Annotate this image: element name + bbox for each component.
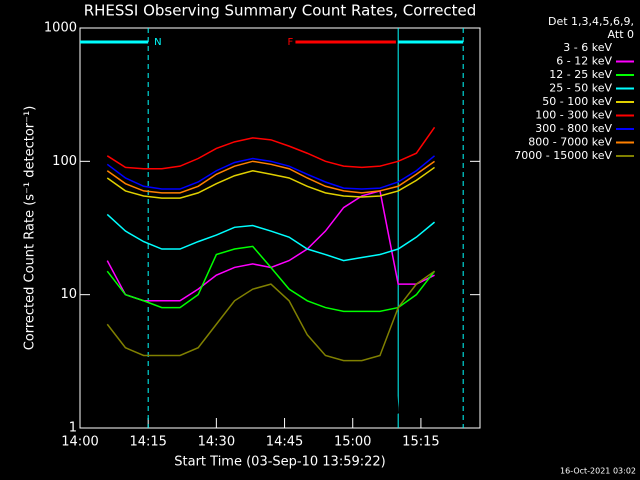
x-tick-label: 14:45 [266, 435, 303, 450]
legend-label: 50 - 100 keV [542, 95, 612, 108]
series-line [106, 126, 436, 170]
series-line [106, 160, 435, 194]
legend-label: 6 - 12 keV [556, 55, 612, 68]
y-axis-label: Corrected Count Rate (s⁻¹ detector⁻¹) [23, 106, 38, 351]
legend-label: 12 - 25 keV [549, 68, 612, 81]
x-tick-label: 15:15 [402, 435, 439, 450]
x-axis-label: Start Time (03-Sep-10 13:59:22) [174, 455, 385, 470]
flag-label: N [154, 37, 161, 48]
legend-header: Att 0 [608, 28, 634, 41]
x-tick-label: 15:00 [334, 435, 371, 450]
footer: 16-Oct-2021 03:02 [560, 467, 636, 476]
series-line [106, 213, 436, 262]
series-line [106, 245, 436, 313]
x-tick-label: 14:15 [129, 435, 166, 450]
legend-label: 7000 - 15000 keV [514, 149, 612, 162]
y-tick-label: 1000 [44, 21, 77, 36]
y-tick-label: 1 [69, 421, 77, 436]
series-line [215, 194, 436, 418]
legend-label: 800 - 7000 keV [528, 136, 612, 149]
plot-frame [79, 27, 481, 429]
series-line [106, 155, 436, 190]
legend-header: Det 1,3,4,5,6,9, [548, 15, 634, 28]
chart-title: RHESSI Observing Summary Count Rates, Co… [84, 2, 477, 20]
y-tick-label: 100 [52, 154, 77, 169]
legend-label: 100 - 300 keV [535, 109, 612, 122]
legend-label: 3 - 6 keV [563, 41, 612, 54]
flag-label: F [287, 37, 293, 48]
y-tick-label: 10 [60, 287, 77, 302]
series-line [106, 270, 435, 362]
x-tick-label: 14:00 [61, 435, 98, 450]
series-line [106, 166, 435, 199]
x-tick-label: 14:30 [198, 435, 235, 450]
legend-label: 25 - 50 keV [549, 82, 612, 95]
legend-label: 300 - 800 keV [535, 122, 612, 135]
